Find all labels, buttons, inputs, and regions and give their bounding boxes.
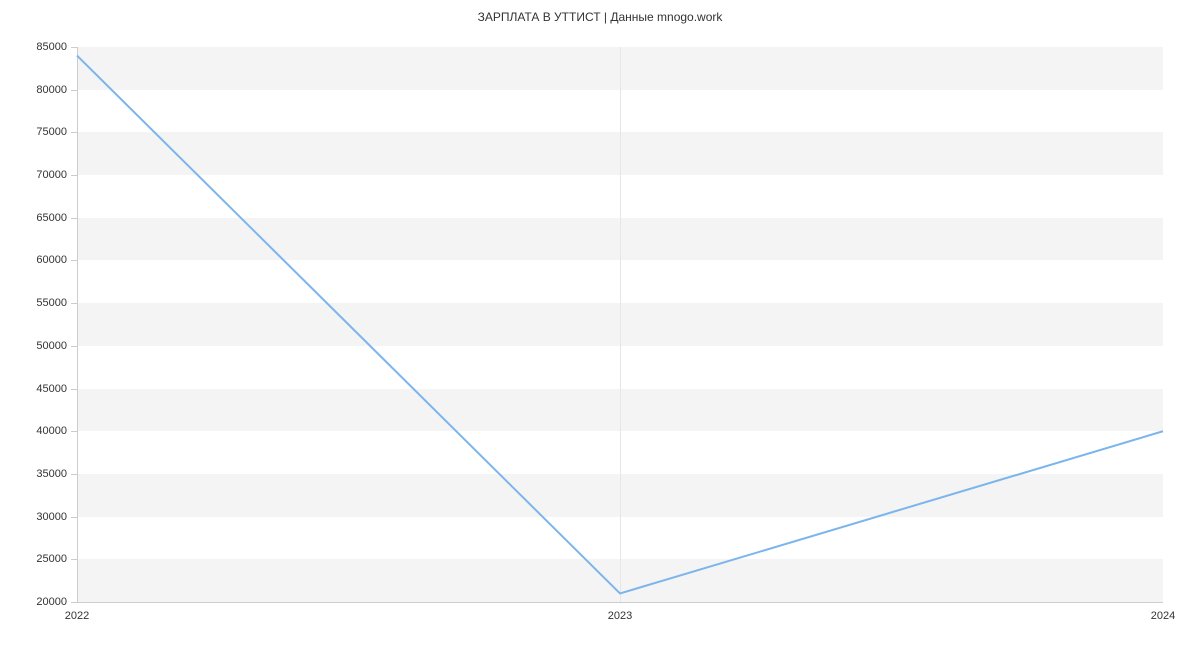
y-tick-label: 20000 xyxy=(0,596,67,608)
x-tick-label: 2022 xyxy=(65,610,89,622)
y-tick-label: 55000 xyxy=(0,297,67,309)
y-tick-label: 25000 xyxy=(0,553,67,565)
y-tick-label: 85000 xyxy=(0,41,67,53)
y-tick-label: 45000 xyxy=(0,383,67,395)
x-tick-label: 2024 xyxy=(1151,610,1175,622)
y-tick-label: 30000 xyxy=(0,511,67,523)
x-tick-label: 2023 xyxy=(608,610,632,622)
y-tick-label: 65000 xyxy=(0,212,67,224)
y-tick-label: 50000 xyxy=(0,340,67,352)
chart-title: ЗАРПЛАТА В УТТИСТ | Данные mnogo.work xyxy=(0,10,1200,24)
y-tick-label: 60000 xyxy=(0,254,67,266)
y-tick-label: 40000 xyxy=(0,425,67,437)
y-tick-label: 80000 xyxy=(0,84,67,96)
y-tick-label: 75000 xyxy=(0,126,67,138)
y-tick-label: 70000 xyxy=(0,169,67,181)
salary-line-series xyxy=(77,56,1163,594)
y-tick-label: 35000 xyxy=(0,468,67,480)
plot-area xyxy=(77,47,1163,602)
salary-chart: ЗАРПЛАТА В УТТИСТ | Данные mnogo.work 20… xyxy=(0,0,1200,650)
